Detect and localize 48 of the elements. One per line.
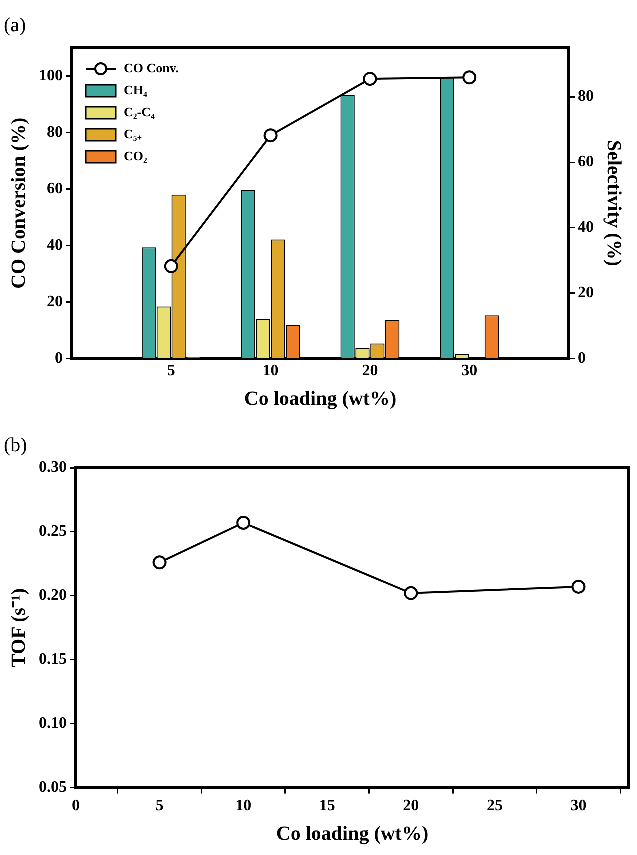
y-tick-label: 0.15 — [39, 651, 67, 668]
x-axis-title: Co loading (wt%) — [244, 388, 397, 410]
x-axis-title: Co loading (wt%) — [276, 823, 429, 846]
legend-label: CH₄ — [124, 82, 148, 98]
y2-tick-label: 20 — [578, 284, 594, 302]
y-tick-label: 60 — [47, 180, 63, 198]
y-tick-label: 100 — [39, 67, 63, 84]
y2-tick-label: 40 — [578, 219, 594, 236]
point — [363, 72, 378, 86]
y-tick-label: 80 — [47, 124, 63, 141]
chart-title: (a) — [4, 14, 26, 36]
point — [572, 580, 586, 594]
y-tick-label: 0.20 — [39, 587, 67, 604]
legend-label: CO Conv. — [124, 60, 179, 76]
y-axis-title: TOF (s⁻¹) — [8, 588, 30, 668]
x-tick-label: 30 — [570, 798, 587, 815]
point — [404, 586, 418, 600]
x-tick-label: 5 — [156, 798, 164, 815]
point — [462, 70, 477, 85]
x-tick-label: 5 — [167, 362, 176, 380]
point — [236, 516, 251, 530]
y-tick-label: 40 — [47, 236, 63, 254]
y-tick-label: 0.25 — [39, 523, 67, 540]
x-tick-label: 30 — [462, 362, 478, 380]
chart-title: (b) — [4, 434, 28, 456]
y-tick-label: 0 — [55, 350, 63, 367]
y2-tick-label: 60 — [578, 154, 594, 171]
y-tick-label: 0.10 — [39, 714, 67, 732]
y-tick-label: 0.30 — [39, 459, 67, 476]
point — [164, 259, 178, 274]
point — [152, 556, 167, 570]
y2-axis-title: Selectivity (%) — [602, 140, 625, 266]
y-tick-label: 20 — [47, 293, 63, 310]
legend-label: CO₂ — [124, 148, 148, 164]
x-tick-label: 20 — [403, 798, 420, 815]
x-tick-label: 10 — [236, 798, 252, 815]
legend-label: C₂-C₄ — [124, 104, 156, 120]
y-axis-title: CO Conversion (%) — [8, 118, 30, 289]
y-tick-label: 0.05 — [39, 778, 67, 796]
legend-label: C₅₊ — [124, 126, 142, 142]
x-tick-label: 10 — [262, 362, 279, 380]
y2-tick-label: 0 — [578, 350, 586, 367]
x-tick-label: 15 — [319, 798, 336, 815]
x-tick-label: 25 — [486, 798, 503, 815]
point — [264, 128, 278, 143]
y2-tick-label: 80 — [578, 88, 594, 106]
x-tick-label: 20 — [362, 362, 378, 380]
x-tick-label: 0 — [72, 798, 80, 815]
